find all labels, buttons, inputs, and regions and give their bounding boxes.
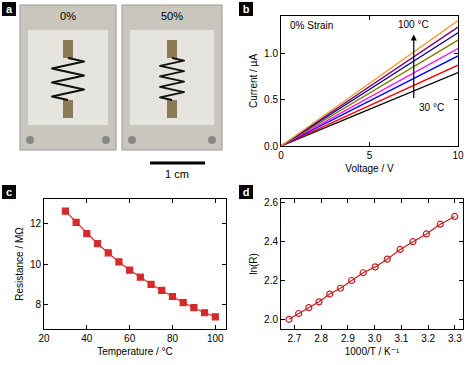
svg-text:2.6: 2.6 xyxy=(264,197,278,208)
svg-text:12: 12 xyxy=(30,218,42,229)
svg-text:2.8: 2.8 xyxy=(314,333,328,344)
svg-text:2.7: 2.7 xyxy=(287,333,301,344)
svg-text:1 cm: 1 cm xyxy=(165,168,189,180)
svg-text:0.0: 0.0 xyxy=(264,141,278,152)
svg-text:20: 20 xyxy=(38,333,50,344)
svg-text:0%: 0% xyxy=(60,10,76,22)
svg-text:5: 5 xyxy=(367,150,373,161)
html-text:b: b xyxy=(242,3,250,15)
svg-text:50%: 50% xyxy=(161,10,183,22)
svg-text:3.2: 3.2 xyxy=(421,333,435,344)
svg-text:ln(R): ln(R) xyxy=(248,253,259,275)
svg-text:Voltage / V: Voltage / V xyxy=(345,163,394,174)
svg-text:10: 10 xyxy=(452,150,464,161)
svg-text:1000/T / K⁻¹: 1000/T / K⁻¹ xyxy=(345,346,400,357)
html-text:c: c xyxy=(5,186,13,198)
svg-text:2.2: 2.2 xyxy=(264,275,278,286)
svg-text:2.4: 2.4 xyxy=(264,236,278,247)
svg-text:100: 100 xyxy=(207,333,224,344)
svg-text:30 °C: 30 °C xyxy=(419,102,444,113)
svg-text:40: 40 xyxy=(81,333,93,344)
svg-text:60: 60 xyxy=(124,333,136,344)
svg-text:Temperature / °C: Temperature / °C xyxy=(97,346,173,357)
svg-text:0% Strain: 0% Strain xyxy=(290,20,333,31)
svg-text:1.0: 1.0 xyxy=(264,48,278,59)
svg-text:10: 10 xyxy=(30,259,42,270)
svg-text:2.0: 2.0 xyxy=(264,314,278,325)
svg-text:0.5: 0.5 xyxy=(264,94,278,105)
svg-text:80: 80 xyxy=(167,333,179,344)
svg-text:3.1: 3.1 xyxy=(394,333,408,344)
svg-text:2.9: 2.9 xyxy=(341,333,355,344)
svg-text:3.0: 3.0 xyxy=(368,333,382,344)
svg-text:3.3: 3.3 xyxy=(448,333,462,344)
svg-text:Resistance / MΩ: Resistance / MΩ xyxy=(14,227,25,301)
html-text:d: d xyxy=(242,186,250,198)
svg-text:8: 8 xyxy=(35,299,41,310)
html-text:a: a xyxy=(5,3,13,15)
svg-text:100 °C: 100 °C xyxy=(398,19,429,30)
svg-text:Current / µA: Current / µA xyxy=(248,54,259,108)
svg-text:0: 0 xyxy=(278,150,284,161)
